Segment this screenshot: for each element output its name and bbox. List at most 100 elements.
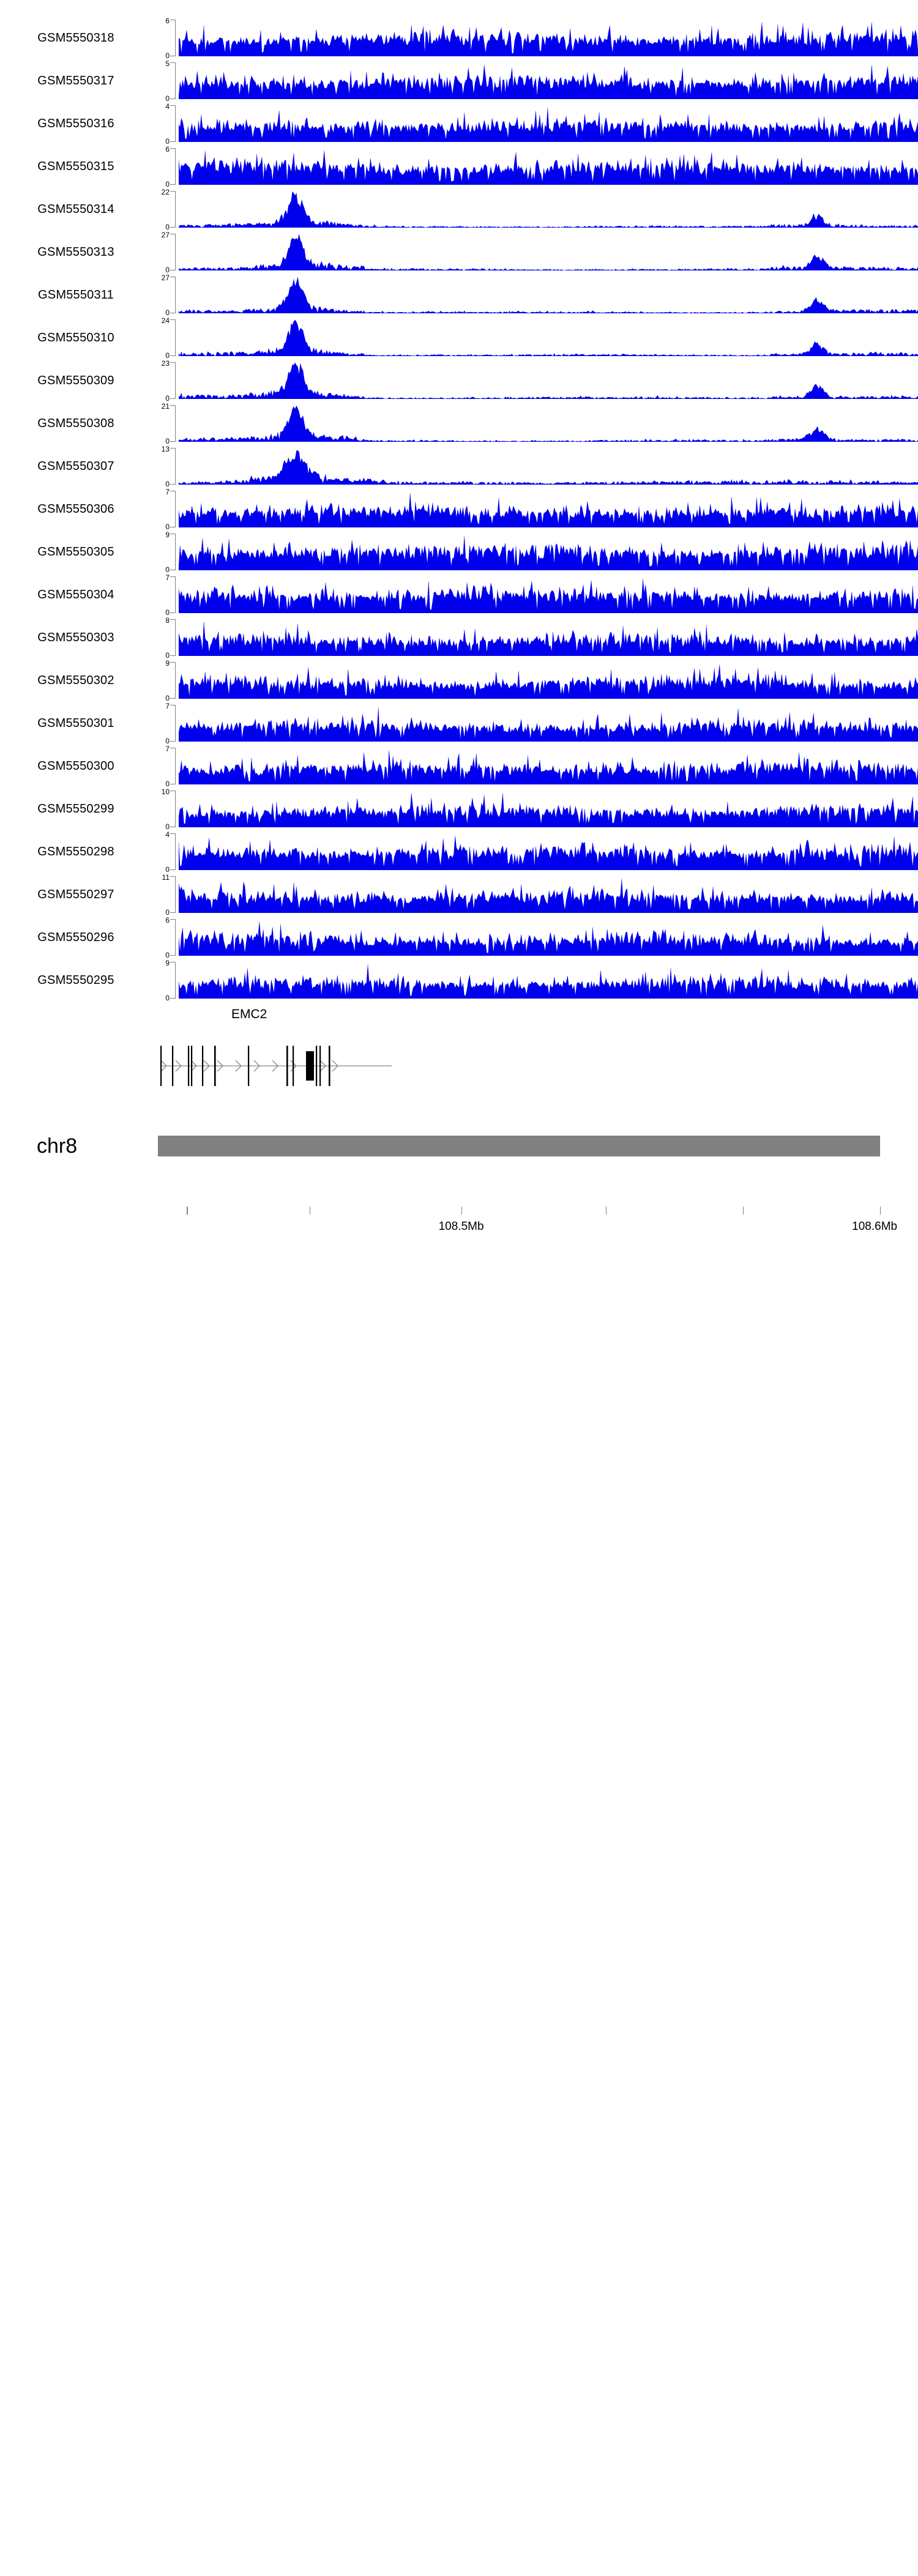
track-y-axis: 24 0 [152,317,179,360]
y-axis-max-label: 9 [165,530,170,539]
y-axis-line [174,405,176,442]
track-y-axis: 22 0 [152,188,179,231]
chromosome-bar [158,1136,880,1156]
coverage-track-gsm5550304: GSM5550304 7 0 [0,574,918,616]
y-axis-min-label: 0 [165,351,170,360]
coverage-track-gsm5550295: GSM5550295 9 0 [0,959,918,1002]
coverage-area [179,450,918,485]
coverage-histogram [179,65,918,99]
track-label: GSM5550304 [37,587,114,601]
coverage-area [179,151,918,185]
coverage-track-gsm5550315: GSM5550315 6 0 [0,145,918,188]
coverage-area [179,65,918,99]
y-axis-line [174,791,176,827]
y-axis-tick-max [170,448,176,449]
strand-arrow-icon [332,1060,338,1072]
track-y-axis: 27 0 [152,231,179,274]
exon-block [202,1046,204,1086]
y-axis-tick-min [170,184,176,185]
y-axis-line [174,705,176,742]
coverage-plot-area [179,105,918,142]
coverage-histogram [179,750,918,784]
y-axis-min-label: 0 [165,94,170,103]
coverage-track-gsm5550297: GSM5550297 11 0 [0,874,918,916]
coverage-plot-area [179,833,918,870]
y-axis-min-label: 0 [165,994,170,1002]
coverage-plot-area [179,234,918,270]
y-axis-tick-min [170,483,176,485]
y-axis-tick-min [170,997,176,999]
coverage-histogram [179,664,918,699]
coverage-area [179,234,918,270]
coverage-area [179,793,918,827]
gene-name-label: EMC2 [231,1007,267,1021]
track-y-axis: 27 0 [152,274,179,316]
coverage-histogram [179,234,918,270]
coverage-track-gsm5550306: GSM5550306 7 0 [0,488,918,530]
coverage-area [179,319,918,356]
coverage-track-gsm5550303: GSM5550303 8 0 [0,617,918,659]
y-axis-min-label: 0 [165,822,170,831]
y-axis-tick-min [170,698,176,699]
y-axis-max-label: 23 [161,359,170,368]
track-label: GSM5550297 [37,887,114,901]
coverage-plot-area [179,319,918,356]
coverage-track-gsm5550299: GSM5550299 10 0 [0,788,918,831]
strand-arrow-icon [272,1060,278,1072]
y-axis-line [174,662,176,699]
y-axis-line [174,833,176,870]
y-axis-min-label: 0 [165,137,170,146]
coverage-histogram [179,362,918,399]
track-label: GSM5550310 [37,330,114,344]
y-axis-tick-max [170,148,176,149]
coverage-track-gsm5550296: GSM5550296 6 0 [0,917,918,959]
y-axis-tick-max [170,362,176,363]
track-label: GSM5550300 [37,759,114,773]
coverage-track-gsm5550317: GSM5550317 5 0 [0,60,918,103]
y-axis-line [174,20,176,56]
coverage-area [179,879,918,913]
track-label: GSM5550299 [37,802,114,816]
coverage-histogram [179,879,918,913]
axis-tick-mark [880,1207,881,1215]
y-axis-max-label: 6 [165,145,170,154]
coverage-plot-area [179,448,918,485]
coverage-area [179,921,918,956]
coverage-histogram [179,964,918,999]
coverage-area [179,536,918,570]
coverage-track-gsm5550308: GSM5550308 21 0 [0,402,918,445]
y-axis-tick-max [170,619,176,620]
coverage-histogram [179,536,918,570]
y-axis-line [174,362,176,399]
track-label: GSM5550302 [37,673,114,687]
y-axis-min-label: 0 [165,737,170,745]
y-axis-min-label: 0 [165,437,170,445]
exon-block [248,1046,250,1086]
y-axis-max-label: 21 [161,402,170,411]
y-axis-min-label: 0 [165,480,170,488]
coverage-track-gsm5550305: GSM5550305 9 0 [0,530,918,573]
coverage-plot-area [179,20,918,56]
coverage-track-gsm5550309: GSM5550309 23 0 [0,359,918,402]
coverage-area [179,362,918,399]
track-y-axis: 10 0 [152,788,179,831]
coverage-plot-area [179,662,918,699]
coverage-area [179,664,918,699]
y-axis-tick-max [170,662,176,663]
y-axis-line [174,448,176,485]
exon-block-coding [306,1051,314,1081]
coverage-area [179,191,918,228]
y-axis-min-label: 0 [165,951,170,959]
track-label: GSM5550316 [37,116,114,130]
axis-tick-label: 108.5Mb [438,1220,484,1233]
y-axis-line [174,876,176,913]
exon-block [188,1046,190,1086]
track-label: GSM5550308 [37,416,114,430]
y-axis-max-label: 13 [161,445,170,453]
coverage-histogram [179,191,918,228]
